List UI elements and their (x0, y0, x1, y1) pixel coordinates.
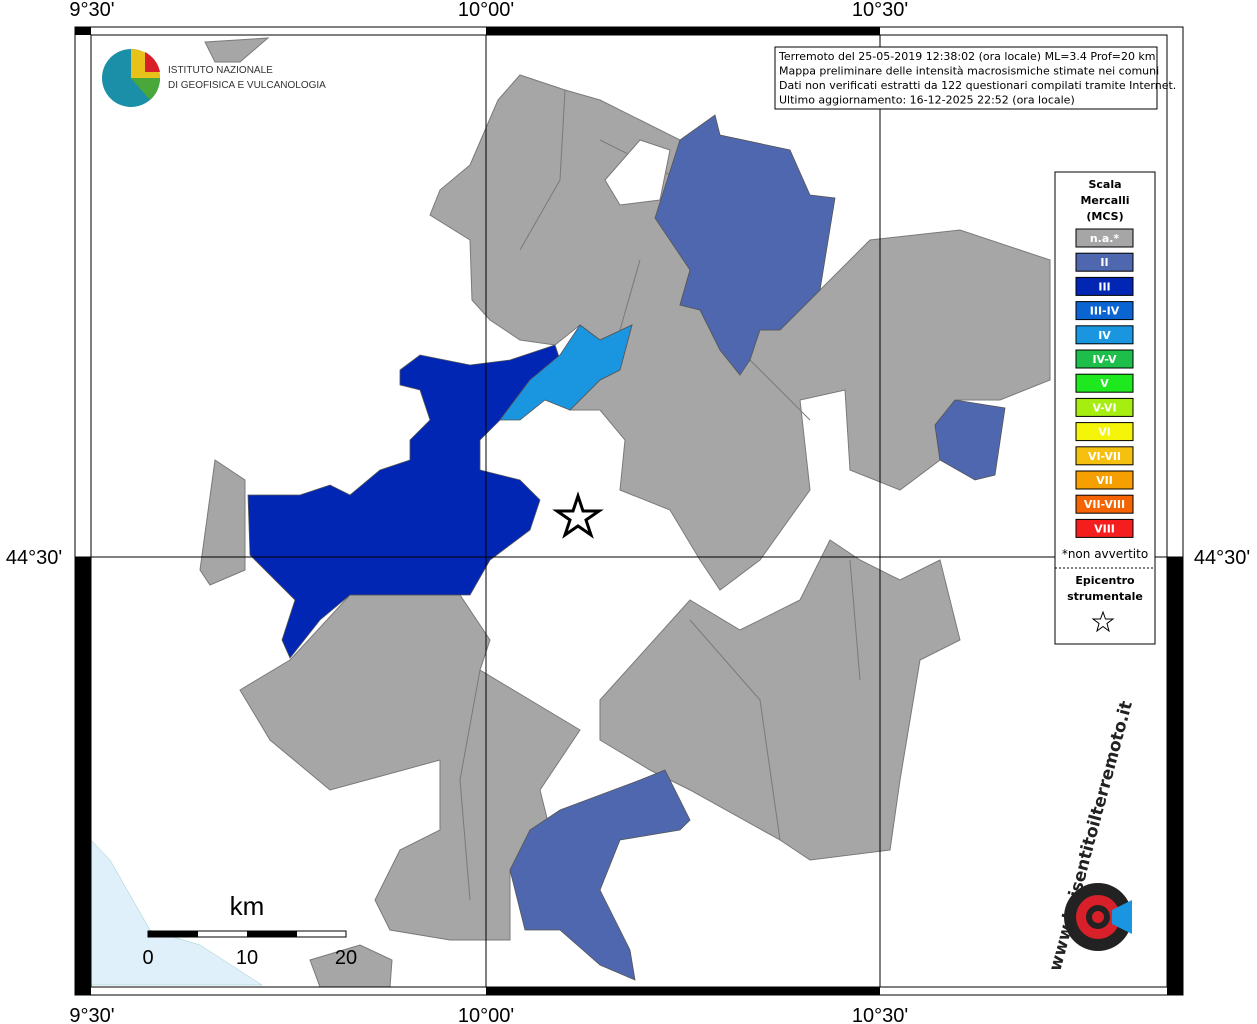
legend-swatch (1075, 252, 1134, 272)
scale-label: 20 (335, 947, 357, 969)
legend-label: III (1098, 280, 1110, 293)
intensity-ii-area (654, 114, 836, 376)
legend-label: VII-VIII (1084, 498, 1125, 511)
info-line: Dati non verificati estratti da 122 ques… (779, 79, 1176, 92)
gap (604, 139, 671, 206)
intensity-ii-area (509, 769, 691, 981)
logo-text: DI GEOFISICA E VULCANOLOGIA (168, 80, 326, 91)
lon-label: 10°30' (852, 1005, 908, 1024)
legend-swatch (1075, 276, 1134, 296)
scale-unit: km (230, 891, 265, 921)
legend-star (1091, 610, 1115, 633)
legend-swatch (1075, 325, 1134, 345)
legend-note: *non avvertito (1062, 547, 1148, 561)
info-line: Terremoto del 25-05-2019 12:38:02 (ora l… (778, 50, 1156, 63)
info-lines: Terremoto del 25-05-2019 12:38:02 (ora l… (778, 50, 1176, 107)
legend-label: VII (1096, 474, 1113, 487)
ingv-logo: ISTITUTO NAZIONALE DI GEOFISICA E VULCAN… (102, 49, 326, 107)
municipalities-not-felt (199, 37, 1051, 988)
legend-epicenter: Epicentro (1075, 574, 1135, 587)
legend-title: Scala (1088, 178, 1121, 191)
legend-swatch (1075, 228, 1134, 248)
lon-label: 9°30' (69, 0, 114, 21)
lon-label: 10°00' (458, 0, 514, 21)
legend-swatch (1075, 397, 1134, 417)
municipality (309, 944, 393, 988)
epicenter-star (552, 491, 604, 539)
legend: ScalaMercalli(MCS)n.a.*IIIIIIII-IVIVIV-V… (1055, 178, 1155, 633)
legend-label: III-IV (1090, 305, 1120, 318)
legend-epicenter: strumentale (1067, 590, 1143, 603)
scale-bar: km 0 10 20 (142, 891, 357, 969)
lon-label: 10°00' (458, 1005, 514, 1024)
legend-label: II (1100, 256, 1108, 269)
legend-swatch (1075, 349, 1134, 369)
info-box (774, 46, 1158, 110)
legend-label: IV (1098, 329, 1111, 342)
legend-label: VI (1098, 426, 1111, 439)
legend-swatch (1075, 518, 1134, 538)
legend-swatch (1075, 470, 1134, 490)
legend-swatch (1075, 494, 1134, 514)
logo-text: ISTITUTO NAZIONALE (168, 65, 273, 76)
intensity-ii-area (934, 399, 1006, 481)
legend-title: Mercalli (1080, 194, 1129, 207)
legend-label: V (1100, 377, 1109, 390)
lat-label: 44°30' (6, 547, 62, 569)
legend-swatch (1075, 373, 1134, 393)
lat-label: 44°30' (1194, 547, 1250, 569)
intensity-iv-area (499, 324, 633, 421)
legend-swatch (1075, 301, 1134, 321)
info-line: Ultimo aggiornamento: 16-12-2025 22:52 (… (779, 94, 1075, 107)
scale-label: 10 (236, 947, 258, 969)
frame-bars (75, 27, 1183, 995)
legend-label: V-VI (1092, 401, 1116, 414)
legend-title: (MCS) (1086, 210, 1123, 223)
lon-label: 9°30' (69, 1005, 114, 1024)
lon-label: 10°30' (852, 0, 908, 21)
municipality (204, 37, 270, 63)
legend-label: VI-VII (1088, 450, 1121, 463)
legend-swatch (1075, 446, 1134, 466)
legend-label: IV-V (1092, 353, 1117, 366)
legend-label: n.a.* (1090, 232, 1120, 245)
municipality (199, 459, 246, 586)
info-line: Mappa preliminare delle intensità macros… (779, 65, 1159, 78)
scale-label: 0 (142, 947, 153, 969)
legend-swatch (1075, 422, 1134, 442)
legend-label: VIII (1094, 522, 1115, 535)
